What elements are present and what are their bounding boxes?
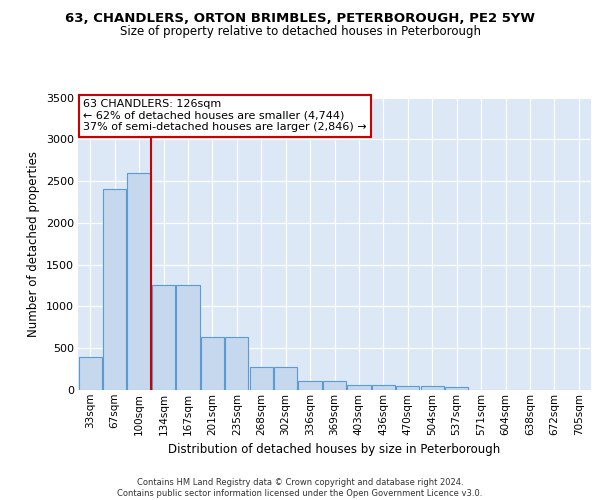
Y-axis label: Number of detached properties: Number of detached properties [27,151,40,337]
Bar [250,368,273,390]
Bar [274,368,297,390]
X-axis label: Distribution of detached houses by size in Peterborough: Distribution of detached houses by size … [169,443,500,456]
Bar [225,336,248,390]
Bar [152,284,175,390]
Text: Size of property relative to detached houses in Peterborough: Size of property relative to detached ho… [119,25,481,38]
Bar [298,381,322,390]
Bar [103,190,126,390]
Bar [176,284,200,390]
Bar [372,385,395,390]
Bar [396,386,419,390]
Text: 63 CHANDLERS: 126sqm
← 62% of detached houses are smaller (4,744)
37% of semi-de: 63 CHANDLERS: 126sqm ← 62% of detached h… [83,99,367,132]
Bar [421,386,444,390]
Bar [127,172,151,390]
Bar [323,381,346,390]
Bar [201,336,224,390]
Text: Contains HM Land Registry data © Crown copyright and database right 2024.
Contai: Contains HM Land Registry data © Crown c… [118,478,482,498]
Bar [445,388,468,390]
Text: 63, CHANDLERS, ORTON BRIMBLES, PETERBOROUGH, PE2 5YW: 63, CHANDLERS, ORTON BRIMBLES, PETERBORO… [65,12,535,26]
Bar [79,358,102,390]
Bar [347,385,371,390]
